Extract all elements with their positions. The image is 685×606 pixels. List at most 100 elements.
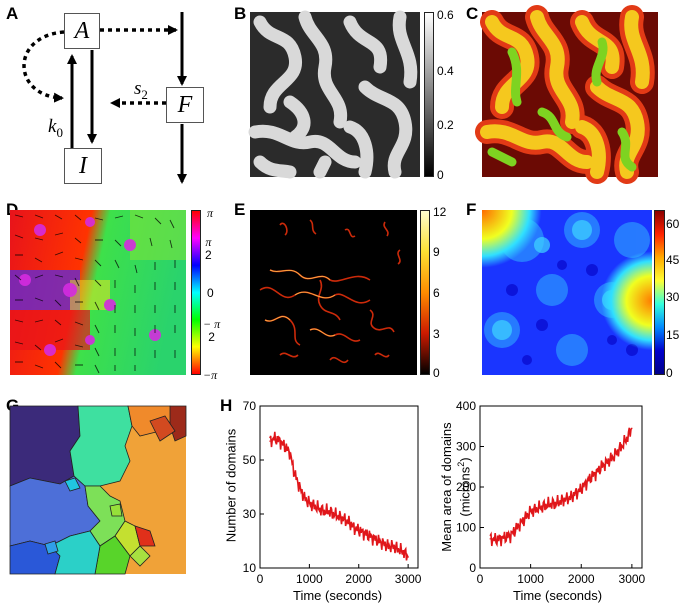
data-point <box>338 516 340 518</box>
data-point <box>358 529 360 531</box>
data-point <box>323 510 325 512</box>
data-point <box>363 532 365 534</box>
panel-label-c: C <box>466 4 479 23</box>
y-tick-label: 10 <box>243 561 257 575</box>
colorbar-b-tick: 0 <box>437 168 444 182</box>
colorbar-f-tick: 30 <box>666 290 680 304</box>
diagram-arrows <box>22 12 187 184</box>
data-point <box>560 500 562 502</box>
data-point <box>392 545 394 548</box>
data-point <box>545 504 547 506</box>
data-point <box>585 482 587 484</box>
colorbar-f-tick: 60 <box>666 217 680 231</box>
data-point <box>550 503 552 505</box>
data-point <box>514 528 517 531</box>
data-point <box>303 497 306 499</box>
chart1-xlabel: Time (seconds) <box>513 588 603 603</box>
data-point <box>284 445 286 448</box>
x-tick-label: 0 <box>257 572 264 586</box>
rate-k0: k0 <box>48 116 63 140</box>
data-point <box>494 539 496 541</box>
data-point <box>590 476 592 478</box>
chart1-ylabel: Mean area of domains (microns2) <box>439 422 473 552</box>
panel-label-b: B <box>234 4 247 23</box>
axes-frame <box>479 405 643 569</box>
colorbar-b-tick: 0.2 <box>437 118 454 132</box>
data-point <box>605 462 608 464</box>
x-tick-label: 1000 <box>296 572 323 586</box>
data-point <box>333 513 335 515</box>
panel-label-e: E <box>234 200 246 219</box>
data-point <box>372 537 375 539</box>
data-point <box>499 538 501 540</box>
data-point <box>631 427 633 429</box>
node-a: A <box>64 13 100 49</box>
x-tick-label: 2000 <box>568 572 595 586</box>
y-tick-label: 30 <box>243 507 257 521</box>
data-point <box>289 451 291 453</box>
data-point <box>616 451 618 454</box>
colorbar-f-tick: 45 <box>666 253 680 267</box>
data-point <box>509 535 511 537</box>
data-point <box>540 506 542 508</box>
data-point <box>565 498 567 500</box>
data-point <box>519 522 522 525</box>
data-point <box>348 521 350 523</box>
y-tick-label: 400 <box>456 399 476 413</box>
x-tick-label: 1000 <box>517 572 544 586</box>
rate-s2: s2 <box>134 78 148 102</box>
data-point <box>328 510 330 512</box>
data-point <box>626 437 628 439</box>
data-point <box>298 486 301 488</box>
data-point <box>382 543 385 545</box>
series-line <box>269 431 409 561</box>
colorbar-e-tick: 12 <box>433 205 447 219</box>
data-point <box>343 518 345 521</box>
data-point <box>274 437 276 439</box>
data-point <box>279 440 281 442</box>
data-point <box>595 472 598 474</box>
y-tick-label: 50 <box>243 453 257 467</box>
data-point <box>504 536 506 538</box>
colorbar-f-tick: 15 <box>666 328 680 342</box>
colorbar-e-tick: 3 <box>433 327 440 341</box>
node-i: I <box>64 148 102 184</box>
y-tick-label: 70 <box>243 399 257 413</box>
colorbar-f <box>654 210 665 375</box>
data-point <box>611 458 613 460</box>
x-tick-label: 0 <box>477 572 484 586</box>
chart0-xlabel: Time (seconds) <box>293 588 383 603</box>
node-f: F <box>166 87 204 123</box>
colorbar-e-tick: 6 <box>433 286 440 300</box>
series-line <box>489 427 633 548</box>
panel-label-f: F <box>466 200 477 219</box>
y-tick-label: 300 <box>456 440 476 454</box>
pattern-map-color <box>475 5 658 184</box>
data-point <box>600 466 603 468</box>
x-tick-label: 3000 <box>619 572 646 586</box>
colorbar-b <box>424 12 434 177</box>
colorbar-d-zero: 0 <box>207 286 214 300</box>
data-point <box>570 496 572 498</box>
colorbar-b-tick: 0.4 <box>437 64 454 78</box>
colorbar-d-pi: π <box>207 206 214 220</box>
data-point <box>407 556 409 558</box>
data-point <box>580 488 582 490</box>
axes-frame <box>259 405 419 569</box>
colorbar-d <box>191 210 201 375</box>
filament-map <box>250 210 417 375</box>
data-point <box>293 472 296 475</box>
x-tick-label: 3000 <box>395 572 422 586</box>
colorbar-f-tick: 0 <box>666 366 673 380</box>
data-point <box>318 508 320 510</box>
panel-label-a: A <box>6 4 19 23</box>
data-point <box>368 535 370 537</box>
data-point <box>377 540 380 542</box>
data-point <box>555 502 557 504</box>
data-point <box>313 505 315 507</box>
x-tick-label: 2000 <box>345 572 372 586</box>
